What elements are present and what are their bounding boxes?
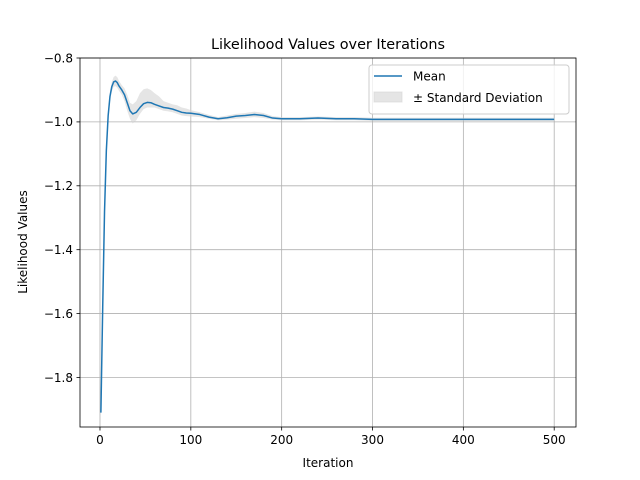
y-axis-ticks: −1.8 −1.6 −1.4 −1.2 −1.0 −0.8 [44,51,80,385]
y-tick-label: −1.8 [44,371,73,385]
legend-band-swatch [373,91,403,103]
y-tick-label: −1.6 [44,307,73,321]
mean-line-layer [100,80,555,413]
x-tick-label: 300 [361,433,384,447]
chart-title: Likelihood Values over Iterations [211,37,445,53]
y-tick-label: −1.0 [44,115,73,129]
y-tick-label: −0.8 [44,51,73,65]
legend-mean-label: Mean [413,70,446,84]
x-tick-label: 400 [452,433,475,447]
mean-line [100,80,555,413]
legend: Mean ± Standard Deviation [368,64,570,115]
y-tick-label: −1.2 [44,179,73,193]
x-tick-label: 0 [96,433,104,447]
y-axis-label: Likelihood Values [16,190,30,294]
x-tick-label: 500 [543,433,566,447]
x-tick-label: 100 [179,433,202,447]
legend-frame [368,64,570,115]
x-tick-label: 200 [270,433,293,447]
x-axis-label: Iteration [303,456,354,470]
x-axis-ticks: 0 100 200 300 400 500 [96,427,566,447]
y-tick-label: −1.4 [44,243,73,257]
plot-frame [79,57,577,428]
legend-band-label: ± Standard Deviation [413,91,543,105]
